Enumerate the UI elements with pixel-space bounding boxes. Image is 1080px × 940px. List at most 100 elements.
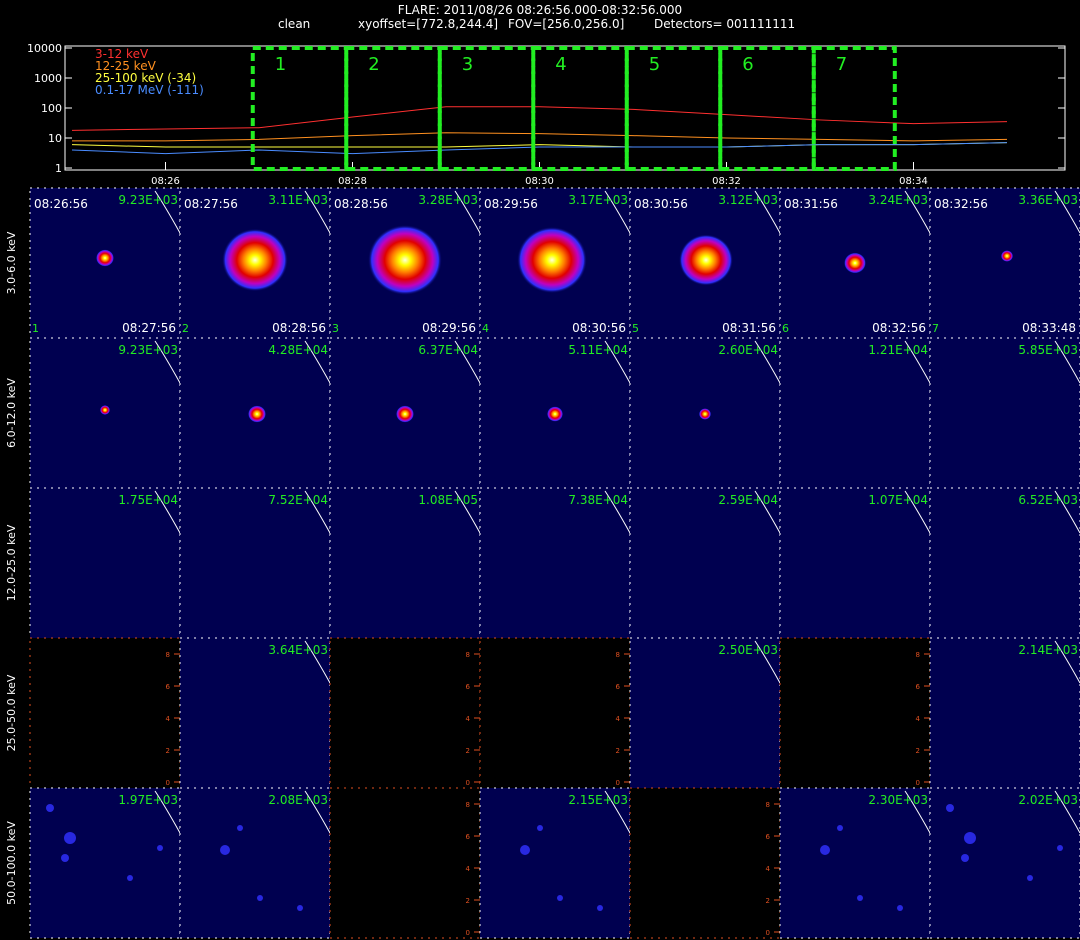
legend-label: 0.1-17 MeV (-111)	[95, 83, 204, 97]
max-value: 2.59E+04	[718, 493, 778, 507]
source	[222, 228, 288, 292]
image-panel	[929, 487, 1080, 639]
limb	[754, 190, 781, 234]
noise	[297, 905, 303, 911]
noise	[157, 845, 163, 851]
x-tick-label: 08:30	[525, 176, 554, 187]
image-panel	[479, 487, 631, 639]
panel-index: 1	[32, 322, 39, 335]
x-tick-label: 08:26	[151, 176, 180, 187]
max-value: 2.14E+03	[1018, 643, 1078, 657]
interval-label: 2	[368, 54, 379, 75]
empty-tick-label: 8	[916, 651, 920, 659]
image-panel	[629, 637, 781, 789]
limb	[604, 790, 631, 834]
start-time: 08:28:56	[334, 197, 388, 211]
panel-index: 7	[932, 322, 939, 335]
max-value: 1.21E+04	[868, 343, 928, 357]
empty-tick-label: 0	[466, 929, 470, 937]
subtitle: clean	[278, 17, 310, 31]
limb	[154, 790, 181, 834]
limb	[754, 490, 781, 534]
empty-tick-label: 2	[616, 747, 620, 755]
empty-tick-label: 0	[916, 779, 920, 787]
legend-label: 25-100 keV (-34)	[95, 71, 196, 85]
noise	[1057, 845, 1063, 851]
empty-tick-label: 8	[766, 801, 770, 809]
max-value: 4.28E+04	[268, 343, 328, 357]
source	[844, 252, 866, 274]
interval-box	[437, 46, 536, 171]
row-label: 25.0-50.0 keV	[5, 674, 18, 751]
noise	[961, 854, 969, 862]
empty-tick-label: 8	[616, 651, 620, 659]
row-label: 6.0-12.0 keV	[5, 378, 18, 448]
max-value: 7.38E+04	[568, 493, 628, 507]
noise	[237, 825, 243, 831]
limb	[304, 640, 331, 684]
interval-box	[250, 46, 349, 171]
image-panel	[29, 637, 181, 789]
empty-tick-label: 6	[766, 833, 771, 841]
limb	[1054, 640, 1080, 684]
noise	[220, 845, 230, 855]
empty-tick-label: 6	[466, 833, 471, 841]
image-panel	[779, 787, 931, 939]
image-panel	[779, 337, 931, 489]
source	[547, 406, 563, 422]
image-panel	[629, 487, 781, 639]
empty-tick-label: 4	[466, 715, 471, 723]
interval-label: 5	[649, 54, 660, 75]
limb	[304, 790, 331, 834]
panel-index: 6	[782, 322, 789, 335]
noise	[64, 832, 76, 844]
limb	[1054, 340, 1080, 384]
series-line	[72, 132, 1008, 142]
image-panel	[929, 637, 1080, 789]
image-panel	[179, 787, 331, 939]
x-tick-label: 08:28	[338, 176, 367, 187]
source	[699, 408, 711, 420]
max-value: 3.64E+03	[268, 643, 328, 657]
series-line	[71, 142, 1008, 155]
empty-tick-label: 2	[466, 897, 470, 905]
max-value: 1.07E+04	[868, 493, 928, 507]
noise	[557, 895, 563, 901]
max-value: 2.15E+03	[568, 793, 628, 807]
start-time: 08:27:56	[184, 197, 238, 211]
end-time: 08:32:56	[872, 321, 926, 335]
max-value: 6.52E+03	[1018, 493, 1078, 507]
empty-tick-label: 0	[616, 779, 620, 787]
max-value: 3.28E+03	[418, 193, 478, 207]
max-value: 3.24E+03	[868, 193, 928, 207]
empty-tick-label: 6	[616, 683, 621, 691]
max-value: 2.60E+04	[718, 343, 778, 357]
interval-box	[531, 46, 629, 171]
limb	[1054, 490, 1080, 534]
row-label: 50.0-100.0 keV	[5, 821, 18, 905]
interval-box	[811, 46, 897, 171]
x-tick-label: 08:34	[899, 176, 928, 187]
image-panel	[779, 637, 931, 789]
empty-tick-label: 2	[466, 747, 470, 755]
empty-tick-label: 0	[766, 929, 770, 937]
empty-tick-label: 2	[766, 897, 770, 905]
interval-label: 6	[742, 54, 753, 75]
limb	[904, 490, 931, 534]
max-value: 2.02E+03	[1018, 793, 1078, 807]
empty-tick-label: 2	[916, 747, 920, 755]
source	[679, 234, 733, 286]
limb	[604, 490, 631, 534]
max-value: 3.17E+03	[568, 193, 628, 207]
empty-tick-label: 4	[616, 715, 621, 723]
empty-tick-label: 8	[466, 651, 470, 659]
max-value: 5.85E+03	[1018, 343, 1078, 357]
image-panel	[329, 637, 481, 789]
image-panel	[479, 637, 631, 789]
limb	[154, 490, 181, 534]
image-panel	[29, 487, 181, 639]
interval-box	[624, 46, 723, 171]
start-time: 08:32:56	[934, 197, 988, 211]
image-panel	[779, 487, 931, 639]
